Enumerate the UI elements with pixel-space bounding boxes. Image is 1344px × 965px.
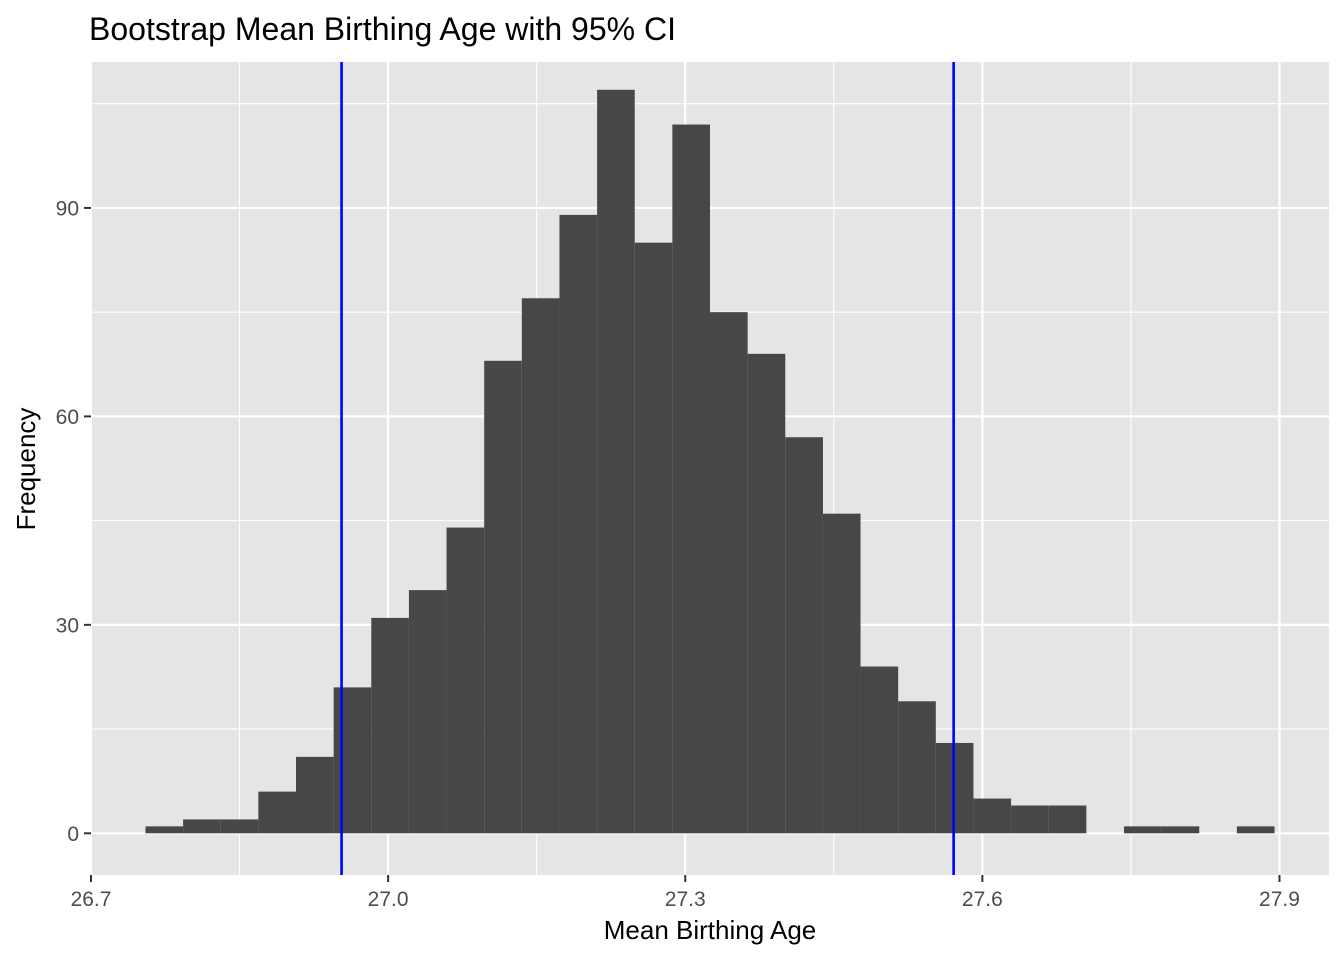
histogram-bar-14 xyxy=(672,124,710,834)
x-axis-title: Mean Birthing Age xyxy=(604,915,816,945)
histogram-bar-2 xyxy=(220,819,259,834)
x-tick-label-1: 27.0 xyxy=(368,888,409,911)
histogram-bar-13 xyxy=(634,242,673,834)
histogram-bar-18 xyxy=(822,513,861,834)
x-tick-label-3: 27.6 xyxy=(962,888,1003,911)
histogram-bar-22 xyxy=(973,798,1012,834)
x-tick-label-4: 27.9 xyxy=(1259,888,1300,911)
x-tick-label-2: 27.3 xyxy=(665,888,706,911)
histogram-bar-8 xyxy=(446,527,485,834)
y-tick-label-0: 0 xyxy=(67,823,79,846)
histogram-bar-3 xyxy=(258,791,297,834)
y-axis-title: Frequency xyxy=(11,408,41,531)
histogram-bar-10 xyxy=(521,298,560,834)
y-tick-label-1: 30 xyxy=(56,614,79,637)
histogram-bar-24 xyxy=(1048,805,1087,834)
histogram-bars xyxy=(145,89,1275,834)
histogram-bar-17 xyxy=(785,437,823,834)
y-axis: 0 30 60 90 xyxy=(56,197,91,846)
confidence-interval-lines xyxy=(340,62,955,875)
y-tick-label-2: 60 xyxy=(56,406,79,429)
histogram-bar-11 xyxy=(559,214,598,834)
histogram-bar-9 xyxy=(484,360,522,834)
histogram-bar-1 xyxy=(183,819,221,834)
x-tick-label-0: 26.7 xyxy=(71,888,112,911)
histogram-bar-15 xyxy=(710,312,748,834)
chart-title: Bootstrap Mean Birthing Age with 95% CI xyxy=(89,11,676,47)
histogram-bar-5 xyxy=(333,687,372,834)
histogram-bar-6 xyxy=(371,617,409,834)
histogram-bar-29 xyxy=(1236,826,1275,834)
histogram-bar-12 xyxy=(597,89,635,834)
histogram-bar-27 xyxy=(1161,826,1200,834)
histogram-bar-23 xyxy=(1011,805,1049,834)
histogram-bar-26 xyxy=(1123,826,1162,834)
histogram-bar-19 xyxy=(860,666,899,834)
histogram-bar-7 xyxy=(408,590,447,834)
y-tick-label-3: 90 xyxy=(56,197,79,220)
histogram-bar-4 xyxy=(296,756,334,834)
histogram-bar-0 xyxy=(145,826,184,834)
histogram-bar-16 xyxy=(747,353,786,834)
histogram-bar-20 xyxy=(898,701,936,834)
x-axis: 26.7 27.0 27.3 27.6 27.9 xyxy=(71,875,1300,911)
